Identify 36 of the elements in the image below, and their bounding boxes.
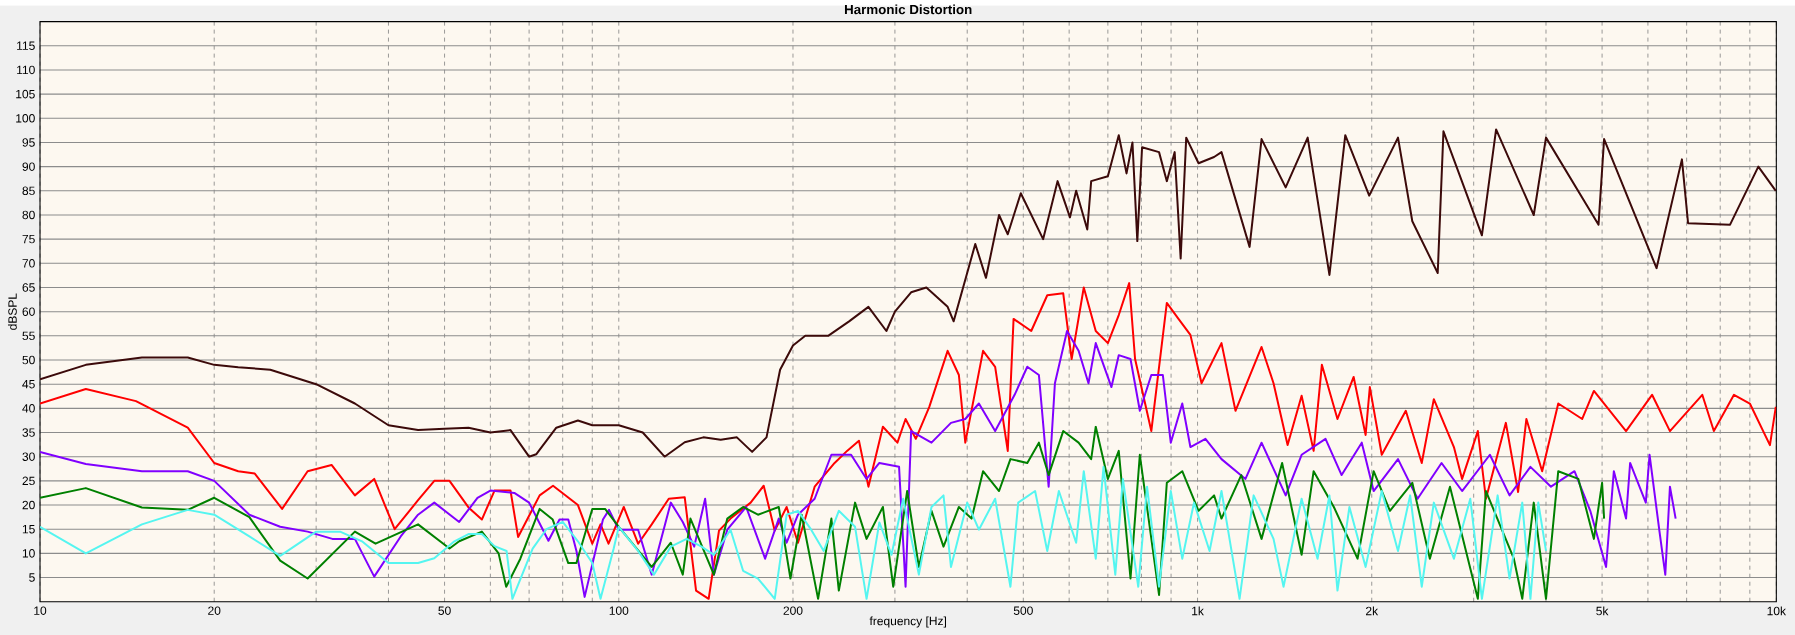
x-axis-title: frequency [Hz]	[869, 616, 946, 628]
y-tick-label: 35	[22, 428, 35, 437]
x-tick-label: 500	[1013, 606, 1033, 615]
y-tick-label: 50	[22, 355, 35, 365]
x-tick-label: 200	[783, 606, 803, 615]
y-tick-label: 60	[22, 307, 35, 316]
y-tick-label: 95	[22, 138, 35, 147]
y-tick-label: 115	[17, 41, 35, 50]
chart-title: Harmonic Distortion	[844, 4, 972, 15]
y-tick-label: 45	[22, 379, 35, 389]
x-tick-label: 10	[34, 606, 47, 615]
y-tick-label: 20	[22, 500, 35, 510]
y-tick-label: 30	[22, 452, 35, 461]
y-tick-label: 40	[22, 404, 35, 413]
y-tick-label: 15	[22, 524, 35, 534]
y-tick-label: 25	[22, 476, 35, 486]
x-tick-label: 5k	[1596, 606, 1609, 616]
x-tick-label: 100	[609, 606, 629, 615]
y-tick-label: 105	[16, 89, 35, 99]
y-tick-label: 70	[22, 259, 35, 268]
x-tick-label: 2k	[1366, 606, 1379, 616]
y-tick-label: 65	[22, 283, 35, 292]
y-tick-label: 10	[22, 549, 35, 558]
y-tick-label: 100	[16, 114, 35, 123]
y-tick-label: 75	[22, 234, 35, 244]
x-tick-label: 50	[438, 606, 451, 615]
y-tick-label: 55	[22, 331, 35, 340]
y-axis-title: dBSPL	[7, 293, 17, 330]
x-tick-label: 20	[208, 606, 221, 615]
y-tick-label: 110	[17, 65, 35, 75]
y-tick-label: 5	[29, 573, 35, 582]
y-tick-label: 85	[22, 186, 35, 196]
x-tick-label: 10k	[1767, 606, 1787, 616]
x-tick-label: 1k	[1192, 606, 1204, 616]
y-tick-label: 80	[22, 210, 35, 220]
y-tick-label: 90	[22, 162, 35, 171]
